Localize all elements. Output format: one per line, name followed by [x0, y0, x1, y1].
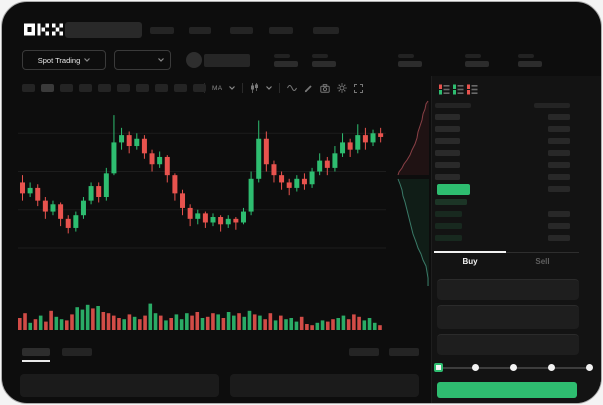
pair-name-placeholder — [204, 54, 250, 67]
timeframe-button[interactable] — [174, 84, 187, 92]
stat-value-placeholder — [465, 61, 489, 67]
bottom-action-button[interactable] — [349, 348, 379, 356]
sell-tab-label: Sell — [535, 256, 550, 266]
wave-overlay-icon[interactable] — [287, 84, 298, 92]
buy-tab-indicator — [434, 251, 506, 253]
stat-value-placeholder — [518, 61, 542, 67]
bid-price-placeholder[interactable] — [435, 235, 462, 241]
ask-price-placeholder[interactable] — [435, 150, 460, 156]
timeframe-button[interactable] — [155, 84, 168, 92]
top-nav-item[interactable] — [269, 27, 293, 34]
buy-tab-label: Buy — [462, 256, 478, 266]
buy-submit-button[interactable] — [437, 382, 577, 398]
amount-input[interactable] — [437, 305, 579, 329]
bottom-tab-active[interactable] — [22, 348, 50, 356]
bottom-tab[interactable] — [62, 348, 92, 356]
bid-price-placeholder[interactable] — [435, 199, 467, 205]
market-mode-label: Spot Trading — [37, 55, 81, 65]
orderbook-header-price — [435, 103, 471, 108]
ask-price-placeholder[interactable] — [435, 162, 460, 168]
market-mode-dropdown[interactable]: Spot Trading — [22, 50, 106, 70]
chevron-down-icon[interactable] — [229, 86, 236, 90]
gear-settings-icon[interactable] — [337, 83, 348, 93]
okx-logo[interactable] — [24, 23, 64, 36]
top-nav-item[interactable] — [230, 27, 253, 34]
top-nav-item[interactable] — [150, 27, 174, 34]
coin-icon — [186, 52, 202, 68]
top-nav-item[interactable] — [313, 27, 339, 34]
timeframe-button-active[interactable] — [41, 84, 54, 92]
volume-bars — [18, 303, 382, 330]
chevron-down-icon — [84, 58, 91, 62]
ask-size-placeholder[interactable] — [548, 114, 570, 120]
timeframe-button[interactable] — [98, 84, 111, 92]
stat-value-placeholder — [398, 61, 422, 67]
camera-icon[interactable] — [320, 83, 331, 93]
bid-price-placeholder[interactable] — [435, 223, 462, 229]
fullscreen-icon[interactable] — [354, 83, 364, 93]
ask-size-placeholder[interactable] — [548, 150, 570, 156]
chevron-down-icon — [158, 58, 164, 62]
amount-slider-handle[interactable] — [434, 363, 443, 372]
sell-tab-indicator — [506, 252, 579, 253]
timeframe-button[interactable] — [60, 84, 73, 92]
stat-label-placeholder — [518, 54, 534, 58]
total-input[interactable] — [437, 334, 579, 355]
last-price-badge[interactable] — [437, 184, 470, 195]
ask-size-placeholder[interactable] — [548, 138, 570, 144]
divider — [242, 83, 244, 93]
view-mode-combined-book-icon[interactable] — [438, 83, 451, 96]
slider-stop-dot[interactable] — [510, 364, 517, 371]
top-nav-item[interactable] — [189, 27, 211, 34]
chart-toolbar-icons: MA — [204, 82, 364, 94]
search-input[interactable] — [65, 22, 142, 38]
last-price-size-placeholder — [548, 186, 570, 192]
ask-size-placeholder[interactable] — [548, 162, 570, 168]
timeframe-button[interactable] — [117, 84, 130, 92]
timeframe-button[interactable] — [193, 84, 206, 92]
timeframe-button[interactable] — [79, 84, 92, 92]
active-tab-underline — [22, 360, 50, 362]
candle-style-icon[interactable] — [250, 83, 259, 93]
draw-pencil-icon[interactable] — [304, 84, 313, 93]
bid-size-placeholder[interactable] — [548, 235, 570, 241]
ask-size-placeholder[interactable] — [548, 174, 570, 180]
chevron-down-icon[interactable] — [266, 86, 273, 90]
ask-size-placeholder[interactable] — [548, 126, 570, 132]
view-mode-bids-only-icon[interactable] — [452, 83, 465, 96]
candlestick-chart — [18, 115, 386, 249]
tab-sell[interactable]: Sell — [506, 254, 579, 268]
slider-stop-dot[interactable] — [548, 364, 555, 371]
bid-price-placeholder[interactable] — [435, 211, 462, 217]
ask-price-placeholder[interactable] — [435, 114, 460, 120]
ask-price-placeholder[interactable] — [435, 174, 460, 180]
ask-price-placeholder[interactable] — [435, 138, 460, 144]
indicator-label[interactable]: MA — [212, 84, 223, 92]
orders-panel-placeholder — [20, 374, 219, 397]
bid-size-placeholder[interactable] — [548, 223, 570, 229]
tab-buy[interactable]: Buy — [434, 254, 506, 268]
slider-stop-dot[interactable] — [472, 364, 479, 371]
stat-value-placeholder — [312, 61, 336, 67]
timeframe-button[interactable] — [22, 84, 35, 92]
stat-value-placeholder — [274, 61, 298, 67]
stat-label-placeholder — [312, 54, 328, 58]
timeframe-button[interactable] — [136, 84, 149, 92]
stat-label-placeholder — [398, 54, 414, 58]
bottom-action-button[interactable] — [389, 348, 419, 356]
stat-label-placeholder — [465, 54, 481, 58]
slider-stop-dot[interactable] — [586, 364, 593, 371]
depth-chart — [397, 100, 429, 286]
orderbook-header-amount — [534, 103, 570, 108]
divider — [279, 83, 281, 93]
bid-size-placeholder[interactable] — [548, 211, 570, 217]
orders-panel-placeholder — [230, 374, 419, 397]
stat-label-placeholder — [274, 54, 290, 58]
ask-price-placeholder[interactable] — [435, 126, 460, 132]
price-input[interactable] — [437, 279, 579, 300]
pair-selector-dropdown[interactable] — [114, 50, 171, 70]
view-mode-asks-only-icon[interactable] — [466, 83, 479, 96]
